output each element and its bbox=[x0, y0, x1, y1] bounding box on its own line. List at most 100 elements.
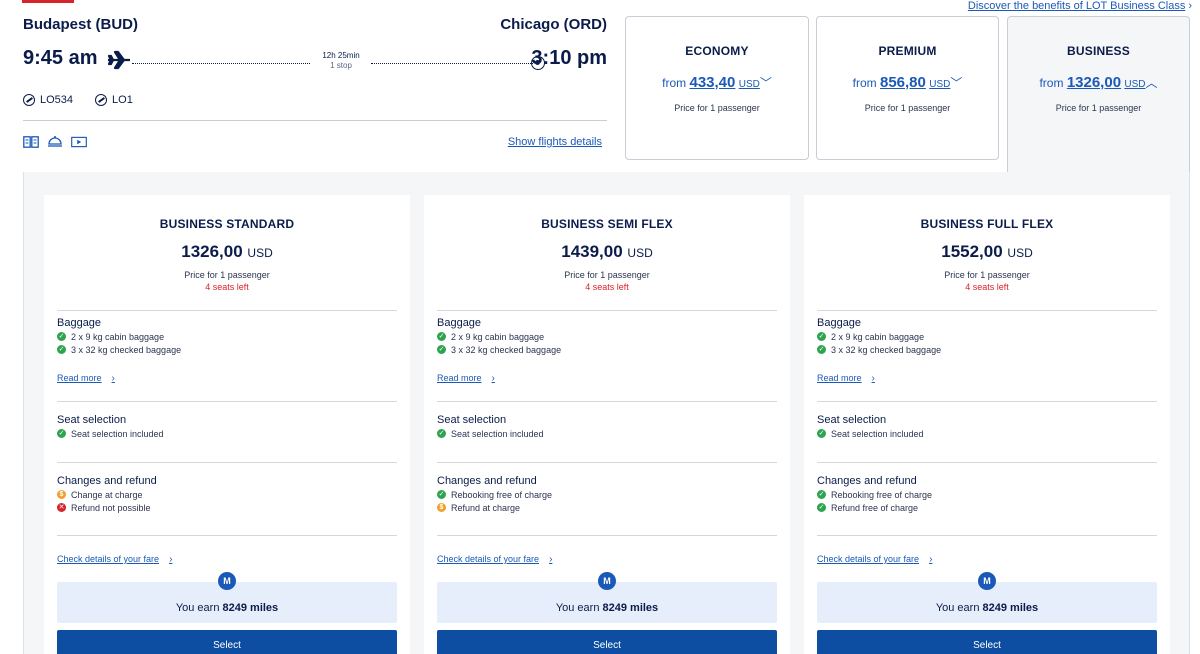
tab-business[interactable]: BUSINESS from 1326,00 USD︿ Price for 1 p… bbox=[1007, 16, 1190, 173]
price-prefix: from bbox=[852, 76, 877, 90]
check-icon: ✓ bbox=[437, 345, 446, 354]
check-fare-details-label[interactable]: Check details of your fare bbox=[817, 554, 920, 564]
read-more-label[interactable]: Read more bbox=[57, 373, 102, 383]
airline-icon bbox=[23, 94, 35, 106]
read-more-link[interactable]: Read more › bbox=[437, 373, 495, 384]
check-icon: ✓ bbox=[57, 345, 66, 354]
tab-economy[interactable]: ECONOMY from 433,40 USD﹀ Price for 1 pas… bbox=[625, 16, 809, 160]
read-more-link[interactable]: Read more › bbox=[817, 373, 875, 384]
baggage-section: Baggage ✓ 2 x 9 kg cabin baggage ✓ 3 x 32 … bbox=[804, 311, 1170, 401]
divider bbox=[437, 401, 777, 402]
read-more-link[interactable]: Read more › bbox=[57, 373, 115, 384]
check-icon: ✓ bbox=[817, 345, 826, 354]
chevron-right-icon: › bbox=[169, 553, 173, 565]
discover-business-link[interactable]: Discover the benefits of LOT Business Cl… bbox=[968, 0, 1192, 12]
check-fare-details-link[interactable]: Check details of your fare › bbox=[57, 554, 172, 565]
select-button[interactable]: Select bbox=[817, 630, 1157, 654]
price-prefix: from bbox=[662, 76, 687, 90]
origin-airport: Budapest (BUD) bbox=[23, 16, 138, 33]
seats-left: 4 seats left bbox=[585, 282, 629, 292]
tab-premium[interactable]: PREMIUM from 856,80 USD﹀ Price for 1 pas… bbox=[816, 16, 999, 160]
section-title: Baggage bbox=[817, 317, 862, 329]
check-icon: ✓ bbox=[437, 490, 446, 499]
seat-section: Seat selection ✓ Seat selection included bbox=[804, 402, 1170, 462]
check-icon: ✓ bbox=[57, 429, 66, 438]
baggage-item-label: 2 x 9 kg cabin baggage bbox=[71, 331, 165, 342]
entertainment-screen-icon bbox=[71, 135, 87, 148]
chevron-down-icon: ﹀ bbox=[950, 76, 963, 90]
miles-value: 8249 miles bbox=[222, 602, 279, 614]
seats-left: 4 seats left bbox=[205, 282, 249, 292]
miles-value: 8249 miles bbox=[982, 602, 1039, 614]
arrival-time: 3:10 pm bbox=[531, 47, 607, 69]
seats-left: 4 seats left bbox=[965, 282, 1009, 292]
destination-airport: Chicago (ORD) bbox=[500, 16, 607, 33]
change-item-label: Refund not possible bbox=[71, 502, 151, 513]
check-icon: ✓ bbox=[817, 490, 826, 499]
baggage-item: ✓ 3 x 32 kg checked baggage bbox=[57, 344, 397, 355]
change-item: ✕ Refund not possible bbox=[57, 502, 397, 513]
check-fare-details-link[interactable]: Check details of your fare › bbox=[817, 554, 932, 565]
fare-card-business-standard: BUSINESS STANDARD 1326,00 USD Price for … bbox=[44, 195, 410, 654]
section-title: Baggage bbox=[57, 317, 102, 329]
fare-price: 1326,00 USD bbox=[44, 242, 410, 262]
seat-item-label: Seat selection included bbox=[831, 428, 924, 439]
airline-icon bbox=[95, 94, 108, 106]
divider bbox=[57, 310, 397, 311]
seat-item: ✓ Seat selection included bbox=[817, 428, 1157, 439]
section-title: Changes and refund bbox=[437, 475, 537, 487]
section-title: Baggage bbox=[437, 317, 482, 329]
flight-duration: 12h 25min 1 stop bbox=[315, 51, 367, 71]
chevron-up-icon: ︿ bbox=[1145, 76, 1158, 90]
seat-item: ✓ Seat selection included bbox=[57, 428, 397, 439]
price-currency: USD bbox=[929, 79, 951, 90]
baggage-item: ✓ 3 x 32 kg checked baggage bbox=[437, 344, 777, 355]
check-icon: ✓ bbox=[817, 429, 826, 438]
fare-details-section: Check details of your fare › bbox=[44, 536, 410, 567]
section-title: Changes and refund bbox=[817, 475, 917, 487]
change-item: $ Refund at charge bbox=[437, 502, 777, 513]
change-item: ✓ Rebooking free of charge bbox=[437, 489, 777, 500]
discover-business-link-label[interactable]: Discover the benefits of LOT Business Cl… bbox=[967, 0, 1186, 12]
read-more-label[interactable]: Read more bbox=[437, 373, 482, 383]
miles-prefix: You earn bbox=[555, 602, 600, 614]
baggage-item: ✓ 3 x 32 kg checked baggage bbox=[817, 344, 1157, 355]
fare-card-business-semi-flex: BUSINESS SEMI FLEX 1439,00 USD Price for… bbox=[424, 195, 790, 654]
flight-number-label: LO1 bbox=[112, 94, 133, 106]
baggage-item-label: 2 x 9 kg cabin baggage bbox=[451, 331, 545, 342]
check-fare-details-label[interactable]: Check details of your fare bbox=[57, 554, 160, 564]
flight-number-label: LO534 bbox=[40, 94, 74, 106]
changes-section: Changes and refund $ Change at charge ✕ Re… bbox=[44, 463, 410, 535]
select-button[interactable]: Select bbox=[57, 630, 397, 654]
price-prefix: from bbox=[1039, 76, 1064, 90]
check-fare-details-label[interactable]: Check details of your fare bbox=[437, 554, 540, 564]
changes-section: Changes and refund ✓ Rebooking free of ch… bbox=[804, 463, 1170, 535]
divider bbox=[817, 535, 1157, 536]
show-flight-details-link[interactable]: Show flights details bbox=[507, 136, 602, 148]
change-item: ✓ Rebooking free of charge bbox=[817, 489, 1157, 500]
read-more-label[interactable]: Read more bbox=[817, 373, 862, 383]
divider bbox=[57, 535, 397, 536]
select-button[interactable]: Select bbox=[437, 630, 777, 654]
change-item-label: Refund at charge bbox=[451, 502, 521, 513]
magazine-icon bbox=[23, 135, 39, 148]
price-currency: USD bbox=[738, 79, 760, 90]
fare-title: BUSINESS STANDARD bbox=[159, 217, 295, 231]
check-icon: ✓ bbox=[817, 332, 826, 341]
miles-earned: You earn 8249 miles bbox=[57, 582, 397, 623]
miles-value: 8249 miles bbox=[602, 602, 659, 614]
seat-item-label: Seat selection included bbox=[71, 428, 164, 439]
check-fare-details-link[interactable]: Check details of your fare › bbox=[437, 554, 552, 565]
fare-card-business-full-flex: BUSINESS FULL FLEX 1552,00 USD Price for… bbox=[804, 195, 1170, 654]
change-item: ✓ Refund free of charge bbox=[817, 502, 1157, 513]
warning-icon: $ bbox=[57, 490, 66, 499]
route-line-left bbox=[132, 63, 310, 64]
baggage-item-label: 3 x 32 kg checked baggage bbox=[451, 344, 562, 355]
miles-prefix: You earn bbox=[175, 602, 220, 614]
miles-badge-icon: M bbox=[978, 572, 996, 590]
tab-price-note: Price for 1 passenger bbox=[864, 103, 951, 113]
section-title: Seat selection bbox=[437, 414, 507, 426]
change-item-label: Change at charge bbox=[71, 489, 143, 500]
fare-price-note: Price for 1 passenger bbox=[944, 270, 1030, 280]
fare-details-section: Check details of your fare › bbox=[804, 536, 1170, 567]
